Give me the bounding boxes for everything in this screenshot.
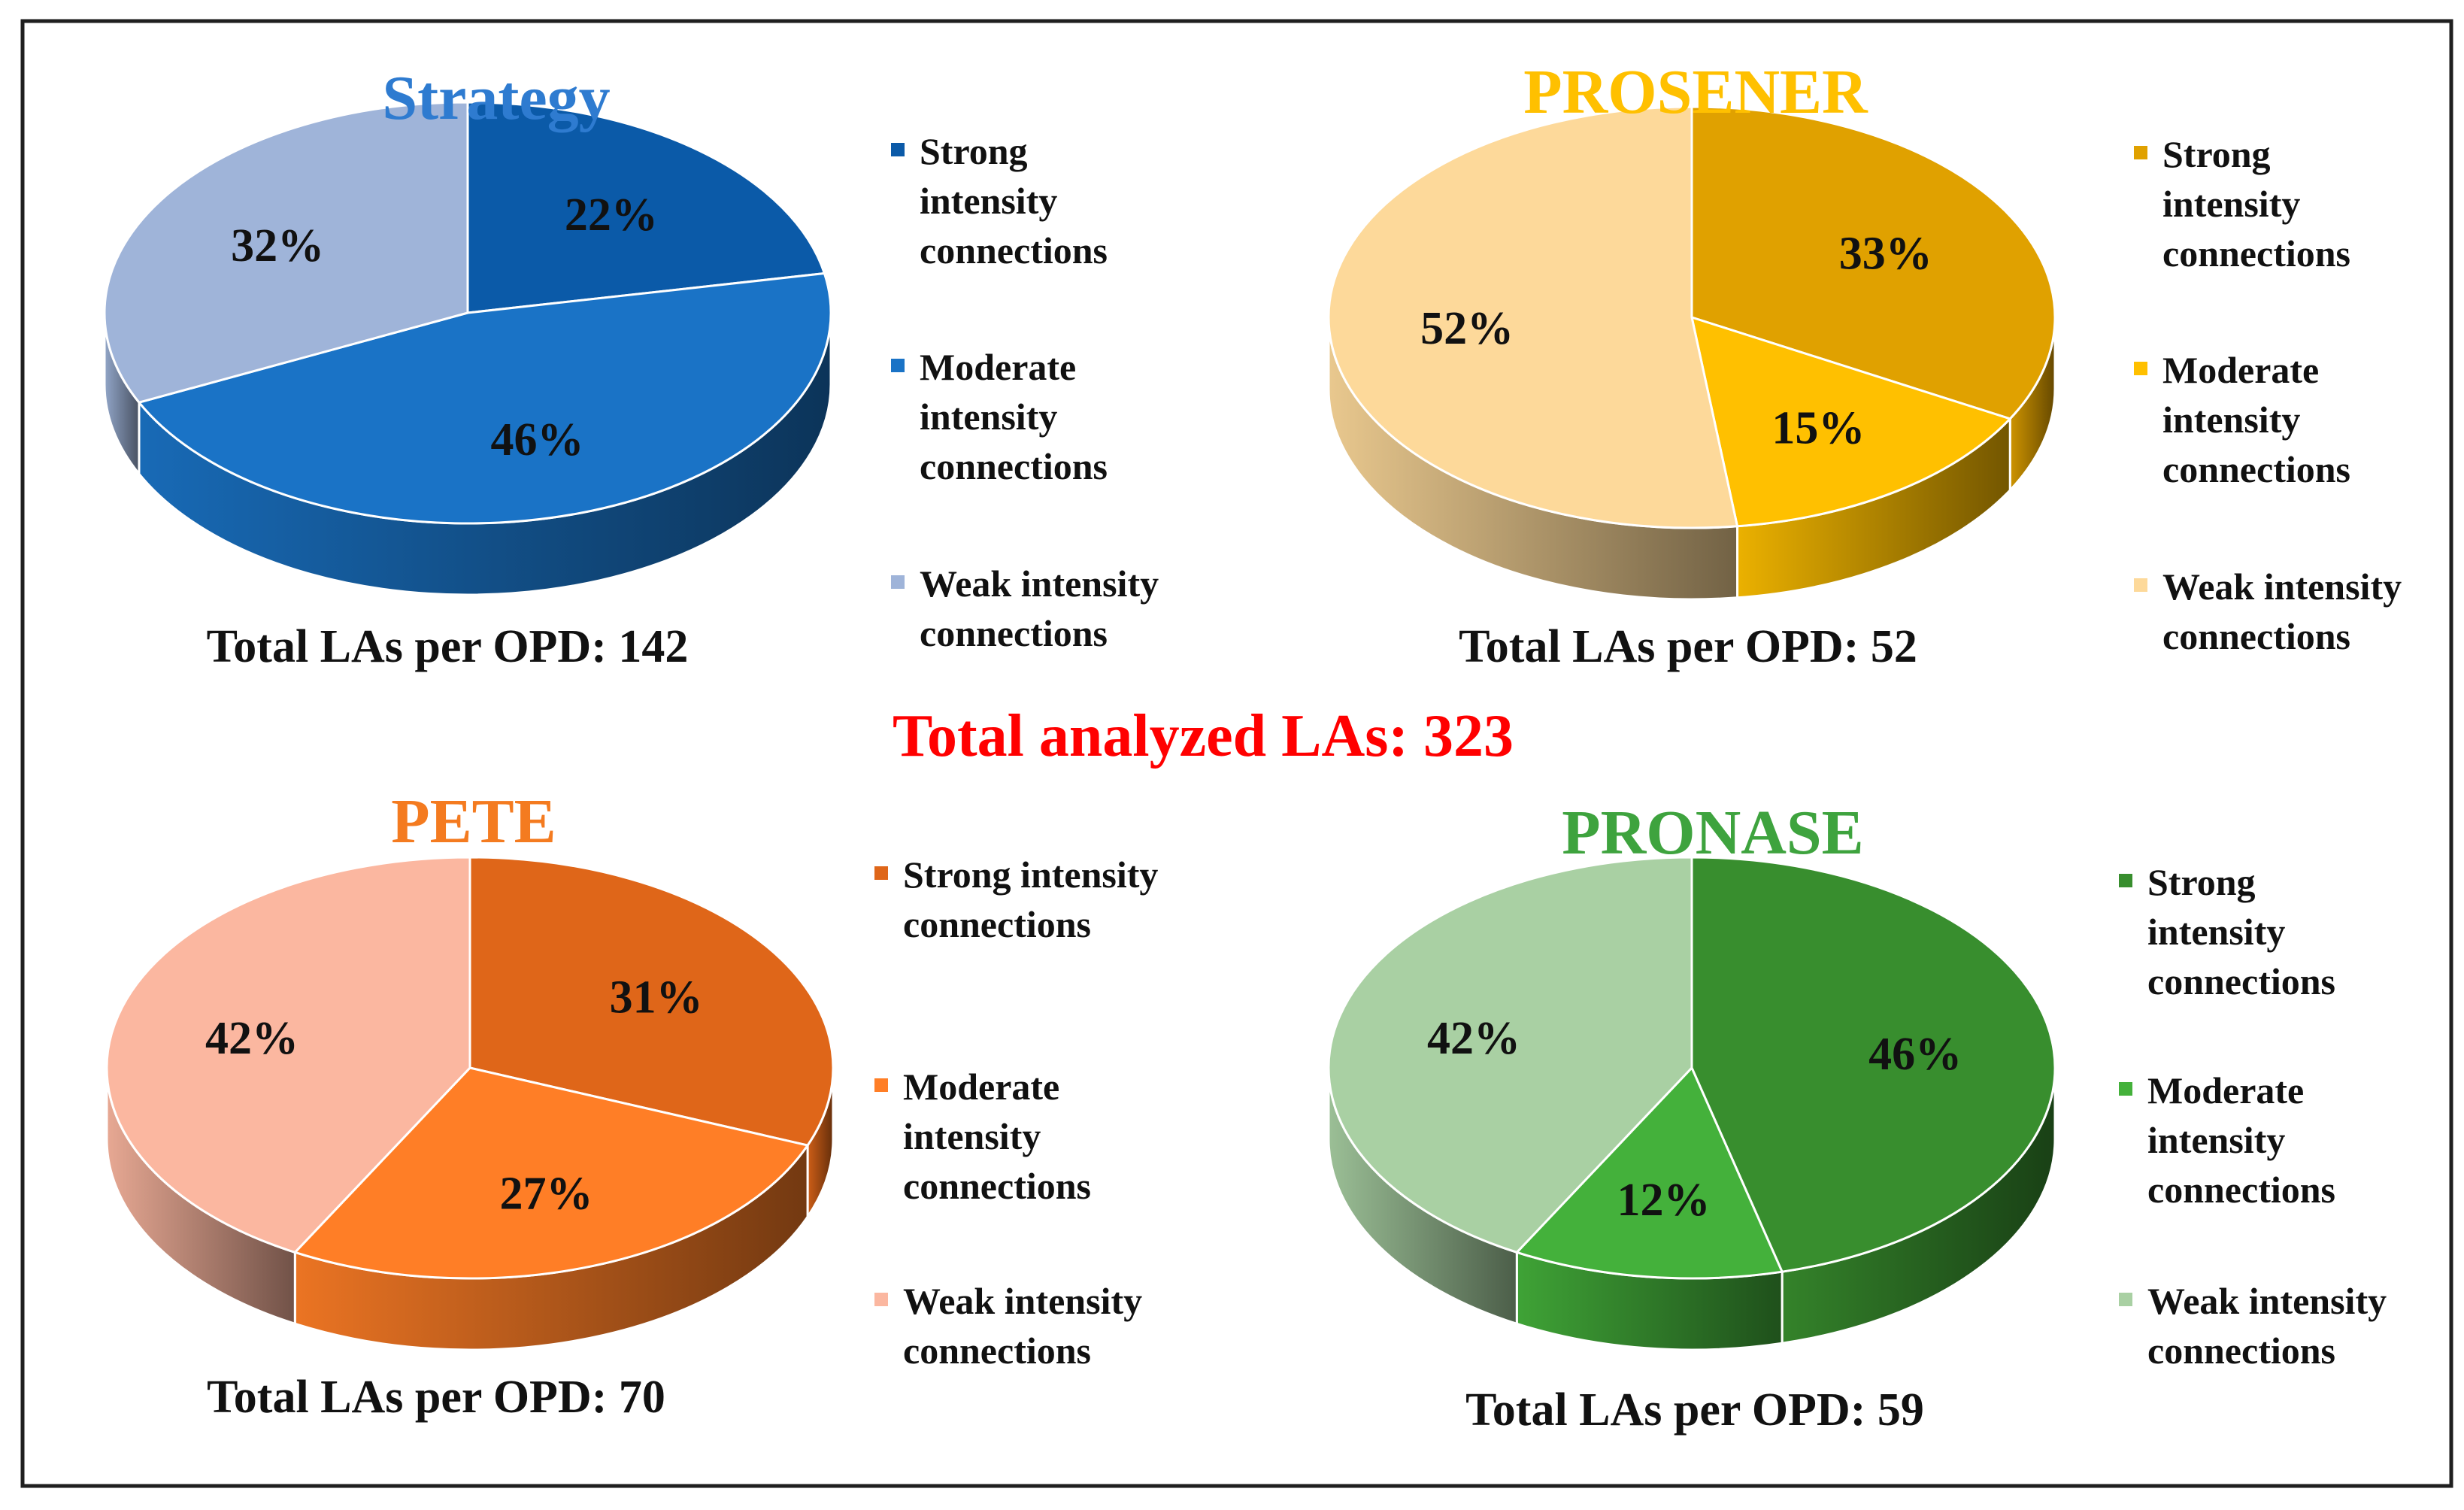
- slice-label-3: 42%: [1427, 1013, 1520, 1064]
- total-analyzed-label: Total analyzed LAs: 323: [893, 703, 1514, 769]
- slice-label-1: 31%: [610, 972, 703, 1023]
- pie-slice-1: [1690, 105, 2056, 420]
- pie-slice-1: [466, 101, 826, 314]
- legend-text-2: connections: [920, 445, 1108, 487]
- slice-label-2: 12%: [1617, 1175, 1710, 1226]
- legend-swatch-1: [2134, 146, 2147, 159]
- legend-swatch-1: [891, 143, 905, 156]
- legend-swatch-1: [874, 866, 888, 880]
- legend-text-1: connections: [920, 229, 1108, 271]
- slice-label-2: 27%: [499, 1168, 593, 1219]
- legend-text-1: intensity: [2147, 911, 2285, 953]
- legend-swatch-2: [874, 1078, 888, 1092]
- pie-slice-1: [468, 856, 835, 1147]
- legend-text-3: Weak intensity: [2147, 1280, 2387, 1322]
- pie-slice-3: [105, 856, 471, 1254]
- legend-text-2: Moderate: [903, 1066, 1059, 1108]
- pie-slice-3: [1327, 105, 1739, 529]
- slice-label-1: 46%: [1868, 1029, 1962, 1080]
- legend-text-2: intensity: [920, 396, 1057, 438]
- legend-text-3: connections: [920, 612, 1108, 654]
- pie-chart-1: 22% 46% 32% Strategy Total LAs per OPD: 142 S…: [103, 63, 1159, 672]
- chart-total: Total LAs per OPD: 142: [207, 621, 689, 672]
- legend-text-3: Weak intensity: [920, 562, 1159, 605]
- pie-slice-3: [1327, 856, 1693, 1254]
- legend-swatch-3: [874, 1293, 888, 1306]
- legend-swatch-3: [891, 575, 905, 589]
- legend-text-1: connections: [2147, 960, 2335, 1002]
- legend-text-2: connections: [2147, 1169, 2335, 1211]
- legend-text-3: Weak intensity: [903, 1280, 1142, 1322]
- legend-text-3: Weak intensity: [2162, 565, 2402, 608]
- legend-text-2: intensity: [2162, 399, 2300, 441]
- pie-slice-2: [292, 1066, 810, 1280]
- legend-text-1: Strong: [2147, 861, 2256, 903]
- legend-text-2: connections: [2162, 448, 2350, 490]
- slice-label-2: 46%: [491, 414, 584, 465]
- pie-chart-4: 46% 12% 42% PRONASE Total LAs per OPD: 59 Str…: [1327, 798, 2387, 1436]
- slice-label-1: 33%: [1839, 229, 1932, 280]
- legend-text-1: Strong: [920, 130, 1028, 172]
- slice-label-2: 15%: [1771, 403, 1865, 454]
- pie-slice-2: [137, 271, 832, 525]
- legend-text-1: connections: [903, 903, 1091, 945]
- legend-text-3: connections: [2147, 1330, 2335, 1372]
- legend-swatch-3: [2119, 1293, 2132, 1306]
- slice-label-3: 52%: [1420, 303, 1514, 354]
- legend-text-1: Strong intensity: [903, 854, 1158, 896]
- legend-swatch-1: [2119, 874, 2132, 887]
- legend-text-3: connections: [903, 1330, 1091, 1372]
- legend-swatch-2: [891, 359, 905, 372]
- legend-text-1: intensity: [920, 180, 1057, 222]
- chart-title: PROSENER: [1523, 57, 1868, 127]
- legend-text-2: Moderate: [2162, 349, 2319, 391]
- chart-title: PRONASE: [1562, 798, 1863, 868]
- chart-total: Total LAs per OPD: 52: [1459, 621, 1917, 672]
- pie-slice-3: [103, 101, 469, 404]
- legend-text-2: intensity: [903, 1115, 1041, 1157]
- legend-text-3: connections: [2162, 615, 2350, 657]
- slice-label-1: 22%: [565, 190, 658, 241]
- pie-chart-2: 33% 15% 52% PROSENER Total LAs per OPD: 52 St…: [1327, 57, 2402, 672]
- legend-text-1: intensity: [2162, 183, 2300, 225]
- chart-title: Strategy: [382, 63, 610, 133]
- legend-text-2: intensity: [2147, 1119, 2285, 1161]
- pie-slice-1: [1690, 856, 2056, 1273]
- pie-chart-3: 31% 27% 42% PETE Total LAs per OPD: 70 Strong…: [105, 787, 1158, 1423]
- legend-text-2: Moderate: [920, 346, 1076, 388]
- legend-swatch-2: [2119, 1082, 2132, 1096]
- legend-text-2: Moderate: [2147, 1069, 2304, 1111]
- legend-swatch-2: [2134, 362, 2147, 375]
- slice-label-3: 42%: [205, 1013, 299, 1064]
- charts-layer: 22% 46% 32% Strategy Total LAs per OPD: 142 S…: [103, 57, 2402, 1436]
- legend-text-1: connections: [2162, 232, 2350, 274]
- legend-text-2: connections: [903, 1165, 1091, 1207]
- slice-label-3: 32%: [231, 220, 324, 271]
- legend-text-1: Strong: [2162, 133, 2271, 175]
- pie-slice-2: [1514, 1066, 1784, 1280]
- chart-total: Total LAs per OPD: 70: [207, 1372, 665, 1423]
- chart-total: Total LAs per OPD: 59: [1465, 1384, 1924, 1436]
- legend-swatch-3: [2134, 578, 2147, 592]
- chart-title: PETE: [391, 787, 556, 857]
- pie-slice-2: [1690, 315, 2012, 528]
